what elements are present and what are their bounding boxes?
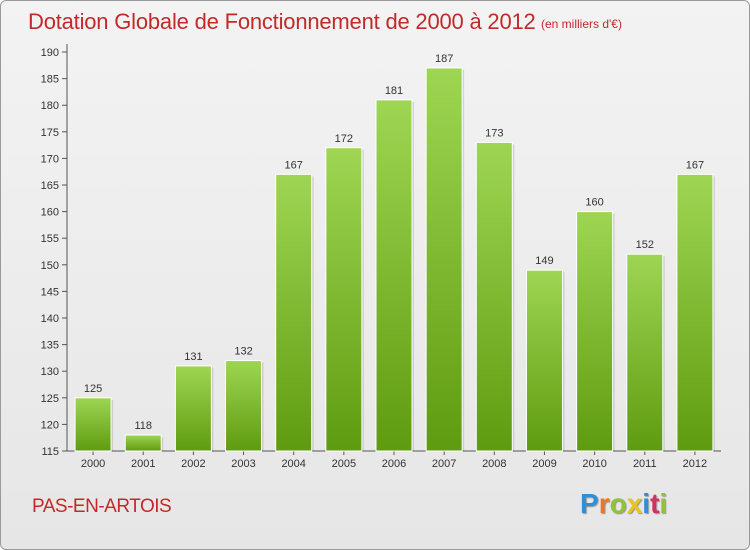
data-label-2011: 152	[636, 239, 654, 251]
x-tick-label-2005: 2005	[332, 458, 356, 470]
x-tick-label-2012: 2012	[683, 458, 707, 470]
x-tick-label-2011: 2011	[633, 458, 657, 470]
x-tick-label-2008: 2008	[482, 458, 506, 470]
x-tick-label-2004: 2004	[281, 458, 305, 470]
data-label-2010: 160	[585, 197, 603, 209]
chart-title: Dotation Globale de Fonctionnement de 20…	[28, 9, 536, 34]
logo-letter: i	[642, 488, 651, 519]
data-label-2002: 131	[184, 351, 202, 363]
y-tick-label: 185	[41, 74, 59, 86]
y-tick-label: 160	[41, 207, 59, 219]
y-tick-label: 190	[41, 47, 59, 59]
x-tick-label-2009: 2009	[532, 458, 556, 470]
bar-2010	[576, 211, 614, 452]
x-tick-label-2010: 2010	[582, 458, 606, 470]
bar-2003	[225, 360, 263, 452]
bar-2004	[275, 173, 313, 452]
data-label-2009: 149	[535, 255, 553, 267]
x-tick-label-2000: 2000	[81, 458, 105, 470]
data-label-2003: 132	[234, 346, 252, 358]
y-tick-label: 170	[41, 153, 59, 165]
data-label-2000: 125	[84, 383, 102, 395]
x-tick-label-2002: 2002	[181, 458, 205, 470]
data-label-2008: 173	[485, 127, 503, 139]
y-tick-label: 135	[41, 340, 59, 352]
bar-2008	[475, 141, 513, 452]
bar-2000	[74, 397, 112, 452]
labels-group: 125 118 131 132 167 172 181 187 173 149 160 152 167	[84, 53, 704, 432]
logo-letter: x	[626, 488, 643, 519]
x-tick-label-2007: 2007	[432, 458, 456, 470]
y-tick-label: 140	[41, 313, 59, 325]
y-tick-label: 115	[41, 446, 59, 458]
y-tick-label: 130	[41, 366, 59, 378]
y-tick-label: 120	[41, 419, 59, 431]
data-label-2001: 118	[134, 420, 152, 432]
data-label-2004: 167	[285, 159, 303, 171]
bar-2002	[174, 365, 212, 452]
bar-2011	[626, 253, 664, 452]
logo-letter: r	[598, 488, 610, 519]
data-label-2005: 172	[335, 133, 353, 145]
data-label-2012: 167	[686, 159, 704, 171]
bar-2006	[375, 99, 413, 452]
commune-name: PAS-EN-ARTOIS	[32, 496, 172, 517]
x-tick-label-2003: 2003	[231, 458, 255, 470]
bar-2005	[325, 147, 363, 452]
y-tick-label: 175	[41, 127, 59, 139]
axes: 115 120 125 130 135 140 145 150 155 160 165 170 175 1…	[41, 44, 721, 470]
bar-2012	[676, 173, 714, 452]
y-tick-label: 180	[41, 100, 59, 112]
bar-2001	[124, 434, 162, 452]
proxiti-logo: Proxiti	[580, 488, 667, 520]
y-tick-label: 155	[41, 233, 59, 245]
logo-letter: P	[580, 488, 599, 519]
y-tick-label: 150	[41, 260, 59, 272]
x-tick-label-2006: 2006	[382, 458, 406, 470]
data-label-2007: 187	[435, 53, 453, 65]
y-tick-label: 165	[41, 180, 59, 192]
bar-2007	[425, 67, 463, 452]
x-tick-label-2001: 2001	[131, 458, 155, 470]
bar-2009	[525, 269, 563, 452]
y-tick-label: 125	[41, 393, 59, 405]
logo-letter: t	[650, 488, 660, 519]
chart-subtitle: (en milliers d'€)	[541, 17, 622, 31]
logo-letter: o	[609, 488, 627, 519]
data-label-2006: 181	[385, 85, 403, 97]
logo-letter: i	[659, 488, 668, 519]
y-tick-label: 145	[41, 286, 59, 298]
bars-group	[74, 67, 715, 452]
